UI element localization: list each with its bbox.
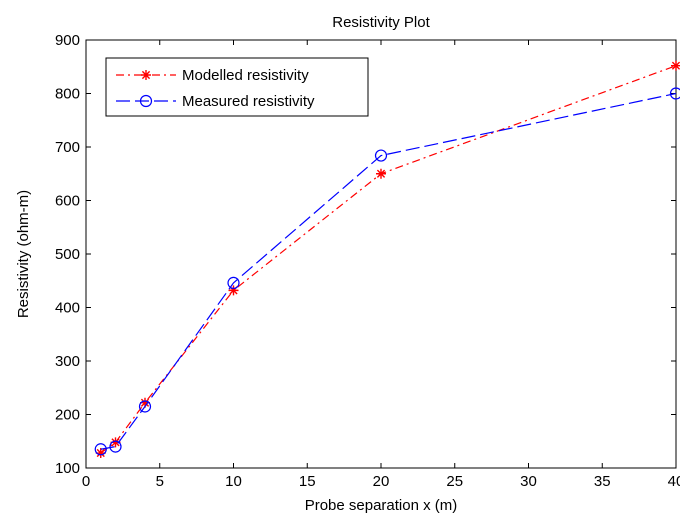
legend-box <box>105 57 369 117</box>
data-point <box>669 87 680 100</box>
x-tick-label: 10 <box>225 473 242 490</box>
y-tick-label: 900 <box>55 32 80 49</box>
x-tick-label: 20 <box>373 473 390 490</box>
y-tick-label: 100 <box>55 460 80 477</box>
y-tick-label: 700 <box>55 139 80 156</box>
data-point <box>95 448 106 459</box>
legend: Modelled resistivity Measured resistivity <box>105 57 369 117</box>
legend-item: Modelled resistivity <box>116 67 309 84</box>
data-point <box>228 285 239 296</box>
legend-item: Measured resistivity <box>116 93 315 110</box>
x-axis-ticks: 0 5 10 15 20 25 30 35 40 <box>82 40 680 490</box>
x-tick-label: 0 <box>82 473 90 490</box>
data-point <box>374 149 388 162</box>
legend-label: Modelled resistivity <box>182 67 309 84</box>
y-tick-label: 500 <box>55 246 80 263</box>
legend-marker <box>139 94 153 108</box>
y-tick-label: 600 <box>55 193 80 210</box>
x-tick-label: 15 <box>299 473 316 490</box>
x-tick-label: 25 <box>446 473 463 490</box>
series-layer <box>94 60 680 459</box>
x-tick-label: 40 <box>668 473 680 490</box>
series-measured <box>94 87 680 456</box>
series-modelled <box>95 60 680 459</box>
data-point <box>376 168 386 179</box>
y-axis-ticks: 100 200 300 400 500 600 700 800 900 <box>55 32 676 477</box>
y-tick-label: 200 <box>55 407 80 424</box>
x-tick-label: 5 <box>156 473 164 490</box>
y-tick-label: 400 <box>55 300 80 317</box>
x-tick-label: 30 <box>520 473 537 490</box>
legend-marker <box>141 70 151 80</box>
series-line <box>100 92 677 450</box>
legend-label: Measured resistivity <box>182 93 315 110</box>
y-axis-label: Resistivity (ohm-m) <box>15 190 32 318</box>
y-tick-label: 300 <box>55 353 80 370</box>
x-tick-label: 35 <box>594 473 611 490</box>
data-point <box>671 60 680 71</box>
data-point <box>94 443 107 456</box>
series-line <box>100 65 677 454</box>
data-point <box>140 397 150 408</box>
data-point <box>110 437 121 448</box>
y-tick-label: 800 <box>55 86 80 103</box>
data-point <box>109 440 122 453</box>
data-point <box>138 400 152 413</box>
chart-title: Resistivity Plot <box>332 14 430 31</box>
data-point <box>227 276 240 289</box>
x-axis-label: Probe separation x (m) <box>305 497 458 514</box>
